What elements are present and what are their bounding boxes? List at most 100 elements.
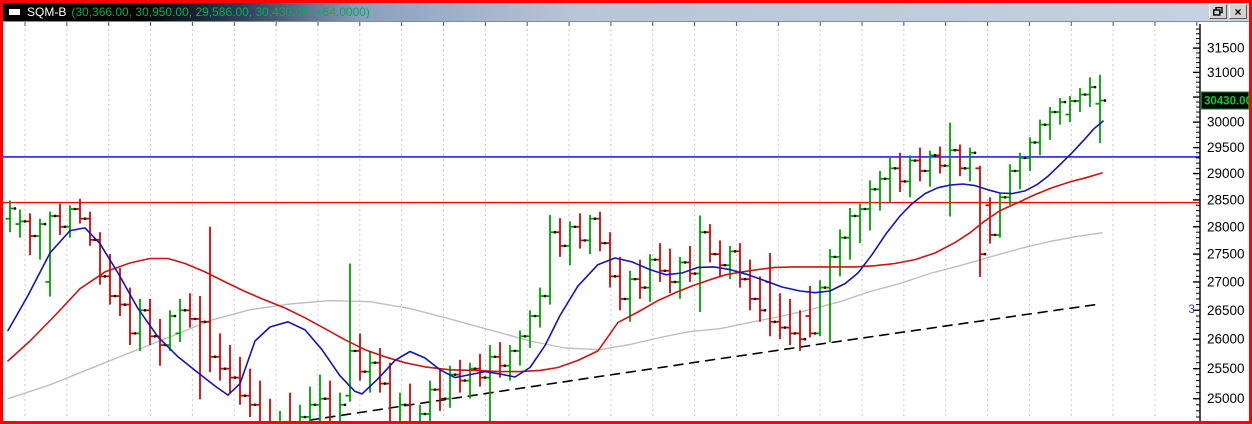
ohlc-bar-up xyxy=(535,287,545,328)
close-dot xyxy=(863,207,867,211)
ohlc-bar-down xyxy=(745,259,755,311)
ohlc-bar-up xyxy=(995,193,1005,238)
close-dot xyxy=(203,320,207,324)
ohlc-bar-down xyxy=(235,356,245,405)
ohlc-bar-down xyxy=(935,146,945,174)
axis-label: 27500 xyxy=(1207,247,1245,262)
ohlc-bar-down xyxy=(795,310,805,351)
close-dot xyxy=(753,297,757,301)
ohlc-bar-down xyxy=(25,213,35,256)
close-dot xyxy=(1103,99,1107,102)
ma-overlays xyxy=(7,120,1104,396)
close-dot xyxy=(763,309,767,312)
ohlc-bar-up xyxy=(465,362,475,399)
window-titlebar[interactable]: SQM-B (30,366.00, 30,950.00, 29,586.00, … xyxy=(3,3,1249,22)
close-dot xyxy=(693,272,697,275)
ohlc-bar-down xyxy=(325,380,331,421)
close-dot xyxy=(903,180,907,183)
close-dot xyxy=(623,297,627,301)
ohlc-bar-down xyxy=(895,152,905,192)
ohlc-bar-up xyxy=(905,155,915,198)
ohlc-bar-up xyxy=(1005,164,1015,206)
close-dot xyxy=(523,334,527,338)
close-dot xyxy=(1083,93,1087,96)
ohlc-bar-down xyxy=(705,224,715,263)
close-dot xyxy=(603,241,607,245)
ohlc-bar-up xyxy=(825,249,835,343)
close-dot xyxy=(213,355,217,359)
close-dot xyxy=(703,230,707,234)
close-dot xyxy=(943,164,947,168)
axis-label: 25000 xyxy=(1207,391,1245,406)
ohlc-bar-up xyxy=(885,157,895,203)
ohlc-bar-up xyxy=(855,203,865,244)
axis-label: 28500 xyxy=(1207,192,1245,207)
ohlc-bar-up xyxy=(845,207,855,260)
ohlc-bar-down xyxy=(575,213,585,249)
ohlc-bar-up xyxy=(1085,77,1095,108)
ohlc-bar-up xyxy=(279,410,281,421)
ohlc-bar-down xyxy=(355,333,365,381)
axis-label: 29000 xyxy=(1207,166,1245,181)
close-dot xyxy=(23,220,27,223)
close-dot xyxy=(583,239,587,242)
close-dot xyxy=(823,286,827,289)
close-dot xyxy=(33,234,37,238)
close-dot xyxy=(563,244,567,248)
ohlc-bar-up xyxy=(299,404,305,421)
ohlc-bar-down xyxy=(245,368,255,418)
close-dot xyxy=(843,236,847,239)
close-dot xyxy=(363,370,367,373)
close-dot xyxy=(313,403,317,407)
ohlc-bar-up xyxy=(925,150,935,187)
close-dot xyxy=(533,314,537,318)
close-button[interactable]: × xyxy=(1229,4,1247,19)
ohlc-bar-down xyxy=(805,285,815,338)
restore-icon xyxy=(1213,7,1223,16)
close-dot xyxy=(993,233,997,237)
close-dot xyxy=(1033,141,1037,144)
close-dot xyxy=(613,275,617,278)
ohlc-bar-up xyxy=(1035,119,1045,156)
ohlc-bar-up xyxy=(545,214,555,305)
close-dot xyxy=(353,349,357,353)
ohlc-bar-up xyxy=(1065,96,1075,123)
ohlc-bar-down xyxy=(755,276,765,322)
chart-canvas[interactable]: 25000 25500 26000 26500 27000 27500 28000 28500… xyxy=(3,22,1249,421)
ohlc-bar-down xyxy=(915,147,925,182)
ohlc-bar-down xyxy=(685,245,695,282)
ohlc-bar-down xyxy=(785,298,795,346)
window-buttons: × xyxy=(1209,4,1247,19)
ohlc-bar-up xyxy=(485,345,495,421)
ohlc-bar-up xyxy=(1055,98,1065,125)
ohlc-bar-up xyxy=(1015,152,1025,190)
close-dot xyxy=(713,252,717,256)
close-dot xyxy=(973,151,977,155)
ohlc-bar-down xyxy=(595,211,605,252)
close-dot xyxy=(783,326,787,329)
close-dot xyxy=(1073,99,1077,103)
price-flag-box xyxy=(1201,91,1249,110)
ohlc-bar-up xyxy=(5,200,15,233)
restore-button[interactable] xyxy=(1209,4,1227,19)
ohlc-bar-up xyxy=(515,330,525,366)
ohlc-bar-down xyxy=(215,333,225,381)
fast-ma xyxy=(7,120,1104,396)
axis-label: 31000 xyxy=(1207,65,1245,80)
close-dot xyxy=(343,403,347,407)
close-dot xyxy=(103,275,107,278)
trendline-label: 3 xyxy=(1188,302,1195,316)
trendline-3 xyxy=(309,303,1101,421)
close-dot xyxy=(153,334,157,338)
close-dot xyxy=(923,169,927,173)
close-dot xyxy=(473,367,477,370)
ohlc-bar-up xyxy=(419,404,425,421)
close-dot xyxy=(873,188,877,191)
close-dot xyxy=(43,222,47,226)
ohlc-bar-down xyxy=(195,296,205,400)
close-dot xyxy=(803,337,807,341)
close-dots xyxy=(13,85,1107,419)
price-flag-text: 30430.00 xyxy=(1204,96,1249,108)
window-menu-icon[interactable] xyxy=(7,7,22,17)
